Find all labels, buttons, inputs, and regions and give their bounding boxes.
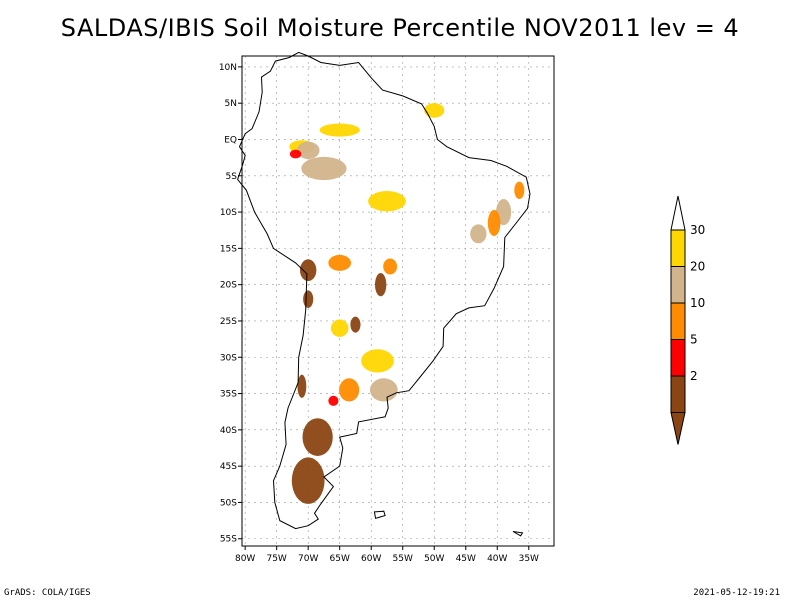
legend-label: 2 [690,369,698,383]
lon-tick-label: 60W [361,554,381,564]
percentile-region [319,123,360,137]
percentile-region [328,395,339,406]
lat-tick-label: EQ [224,135,237,145]
lat-tick-label: 10S [220,208,237,218]
legend-swatch [670,302,686,340]
percentile-region [514,181,525,200]
lat-tick-label: 40S [220,426,237,436]
grid-lines [242,56,554,546]
legend-swatch [670,266,686,304]
axis-ticks: 80W 75W 70W 65W 60W 55W 50W 45W 40W 35W 10N 5N EQ 5S 1… [219,63,539,564]
legend-upper-arrow [670,195,686,231]
percentile-region [296,141,320,160]
percentile-region [383,258,398,275]
lon-tick-label: 70W [298,554,318,564]
legend-swatch [670,339,686,377]
lat-tick-label: 55S [220,535,237,545]
percentile-region [297,374,307,398]
lon-tick-label: 75W [266,554,286,564]
percentile-region [361,349,394,373]
percentile-region [303,290,314,308]
data-shading [289,103,525,504]
percentile-region [374,273,387,297]
legend-label: 5 [690,333,698,347]
lon-tick-label: 50W [424,554,444,564]
lat-tick-label: 30S [220,353,237,363]
legend-label: 10 [690,296,705,310]
map-title: SALDAS/IBIS Soil Moisture Percentile NOV… [60,14,740,42]
legend-label: 20 [690,260,705,274]
percentile-region [301,156,347,181]
continent-outline [237,51,531,530]
percentile-region [330,319,349,337]
percentile-region [424,103,445,118]
legend-label: 30 [690,223,705,237]
lon-tick-label: 40W [487,554,507,564]
legend-swatch [670,375,686,413]
lon-tick-label: 45W [456,554,476,564]
lon-tick-label: 65W [330,554,350,564]
percentile-region [350,316,361,333]
lat-tick-label: 35S [220,390,237,400]
percentile-region [328,254,352,271]
percentile-region [487,209,501,237]
lat-tick-label: 10N [219,63,237,73]
percentile-region [289,149,302,159]
legend-lower-arrow [670,412,686,445]
lon-tick-label: 55W [393,554,413,564]
lon-tick-label: 80W [235,554,255,564]
lat-tick-label: 5N [225,99,237,109]
lat-tick-label: 25S [220,317,237,327]
island-outline [373,510,386,520]
percentile-region [291,457,325,504]
lon-tick-label: 35W [519,554,539,564]
percentile-region [339,378,360,402]
footer-timestamp: 2021-05-12-19:21 [693,588,780,598]
percentile-region [302,418,333,456]
percentile-region [368,191,406,212]
lat-tick-label: 45S [220,462,237,472]
lat-tick-label: 15S [220,244,237,254]
legend-swatch [670,229,686,267]
lat-tick-label: 5S [226,172,238,182]
percentile-region [470,224,487,244]
percentile-region [369,378,398,402]
lat-tick-label: 50S [220,498,237,508]
lat-tick-label: 20S [220,281,237,291]
island-outline [512,531,524,537]
footer-credit: GrADS: COLA/IGES [4,588,91,598]
map-frame [241,55,555,547]
percentile-region [299,259,317,282]
color-legend: 30 20 10 5 2 [670,195,705,445]
coastline [237,51,531,537]
